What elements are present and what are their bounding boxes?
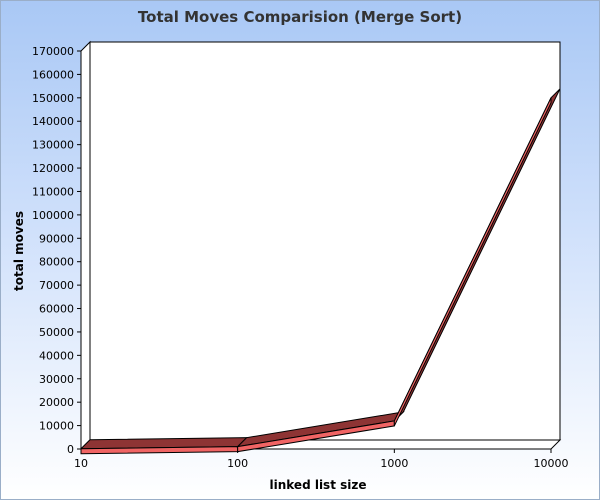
y-tick-label: 130000 bbox=[32, 139, 74, 152]
y-tick-label: 20000 bbox=[39, 396, 74, 409]
plot-back-wall bbox=[89, 41, 561, 441]
y-tick-label: 0 bbox=[67, 443, 74, 456]
x-tick-label: 1000 bbox=[380, 457, 408, 470]
y-axis-title: total moves bbox=[12, 211, 26, 291]
y-tick-label: 140000 bbox=[32, 115, 74, 128]
plot-side-wall bbox=[80, 40, 91, 451]
y-tick-label: 30000 bbox=[39, 373, 74, 386]
y-tick-label: 110000 bbox=[32, 185, 74, 198]
y-tick-label: 100000 bbox=[32, 209, 74, 222]
y-tick-label: 80000 bbox=[39, 256, 74, 269]
y-tick-label: 10000 bbox=[39, 420, 74, 433]
x-tick-label: 10000 bbox=[534, 457, 569, 470]
x-tick-label: 100 bbox=[227, 457, 248, 470]
y-tick-label: 50000 bbox=[39, 326, 74, 339]
y-tick-label: 170000 bbox=[32, 45, 74, 58]
y-tick-label: 70000 bbox=[39, 279, 74, 292]
x-axis-title: linked list size bbox=[270, 478, 367, 492]
series-ribbon-front bbox=[393, 97, 552, 427]
x-tick-label: 10 bbox=[74, 457, 88, 470]
y-tick-label: 120000 bbox=[32, 162, 74, 175]
chart-title: Total Moves Comparision (Merge Sort) bbox=[137, 8, 463, 26]
y-tick-label: 90000 bbox=[39, 232, 74, 245]
y-tick-label: 60000 bbox=[39, 303, 74, 316]
y-tick-label: 150000 bbox=[32, 92, 74, 105]
y-tick-label: 40000 bbox=[39, 349, 74, 362]
y-tick-label: 160000 bbox=[32, 68, 74, 81]
